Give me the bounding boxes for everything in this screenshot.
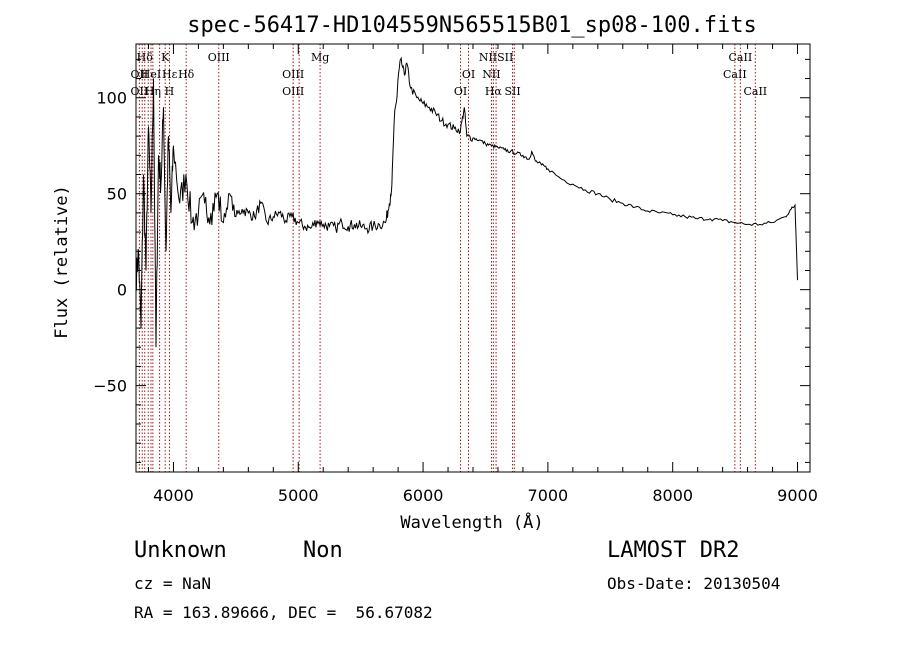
line-marker-label: OI [462, 68, 475, 81]
x-tick-label: 5000 [278, 486, 319, 505]
y-tick-label: 50 [107, 185, 127, 204]
x-tick-label: 4000 [153, 486, 194, 505]
line-marker-label: HeI [141, 68, 161, 81]
object-class: Unknown [134, 538, 227, 563]
survey-name: LAMOST DR2 [607, 538, 740, 563]
obs-date: Obs-Date: 20130504 [607, 574, 781, 593]
line-marker-label: NII [482, 68, 500, 81]
x-tick-label: 8000 [652, 486, 693, 505]
line-marker-label: Mg [311, 51, 329, 64]
line-marker-label: Hδ [178, 68, 195, 81]
y-tick-label: −50 [93, 377, 127, 396]
coordinates: RA = 163.89666, DEC = 56.67082 [134, 603, 433, 622]
cz-value: cz = NaN [134, 574, 212, 593]
line-marker-label: Hα [485, 85, 503, 98]
line-marker-label: NIISII [479, 51, 514, 64]
plot-frame [135, 43, 811, 473]
line-marker-label: Hε [162, 68, 178, 81]
line-marker-label: OIII [208, 51, 230, 64]
x-tick-label: 6000 [403, 486, 444, 505]
line-marker-label: OII [131, 68, 149, 81]
x-tick-label: 9000 [777, 486, 818, 505]
line-marker-label: OIII [282, 68, 304, 81]
y-tick-label: 0 [117, 281, 127, 300]
line-marker-label: OII [131, 85, 149, 98]
plot-axes: 4000 5000 6000 7000 8000 9000 −50 0 50 100 [93, 43, 818, 505]
y-tick-label: 100 [96, 89, 127, 108]
line-marker-label: SII [504, 85, 520, 98]
line-marker-label: OI [454, 85, 467, 98]
line-marker-label: OIII [282, 85, 304, 98]
y-axis-label: Flux (relative) [52, 185, 72, 339]
spectrum-line [135, 56, 798, 348]
object-subclass: Non [303, 538, 343, 563]
line-marker-label: CaII [723, 68, 747, 81]
chart-title: spec-56417-HD104559N565515B01_sp08-100.f… [187, 13, 757, 38]
x-axis-label: Wavelength (Å) [400, 511, 543, 533]
line-marker-label: CaII [743, 85, 767, 98]
line-marker-label: CaII [729, 51, 753, 64]
line-marker-label: Hδ [137, 51, 154, 64]
line-marker-label: K [161, 51, 170, 64]
x-tick-label: 7000 [528, 486, 569, 505]
line-marker-label: H [165, 85, 175, 98]
spectrum-series [135, 56, 798, 348]
